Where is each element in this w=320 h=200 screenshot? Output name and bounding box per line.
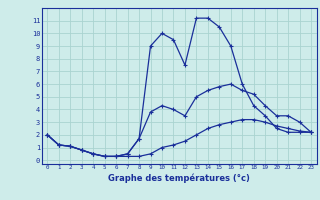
X-axis label: Graphe des températures (°c): Graphe des températures (°c) bbox=[108, 173, 250, 183]
